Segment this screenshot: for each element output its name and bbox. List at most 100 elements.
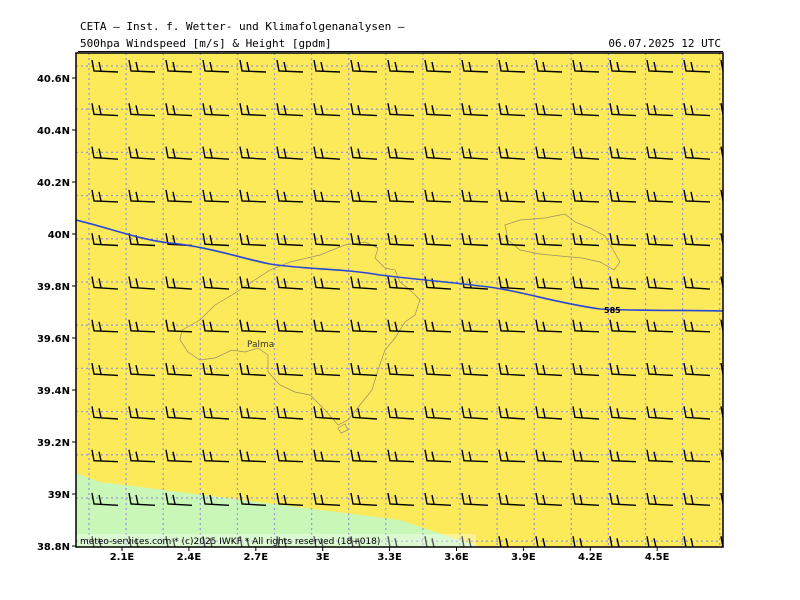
wind-barb: [424, 189, 452, 203]
y-tick-label: 39N: [48, 490, 70, 501]
wind-barb: [202, 103, 230, 117]
wind-barb: [91, 362, 119, 377]
wind-barb: [165, 59, 193, 73]
wind-barb: [535, 319, 563, 333]
wind-barb: [609, 319, 637, 333]
y-tick-label: 39.8N: [37, 282, 70, 293]
wind-barb: [572, 362, 600, 377]
wind-barb: [498, 59, 526, 73]
wind-barb: [313, 103, 341, 117]
wind-barb: [128, 189, 156, 203]
wind-barb: [535, 492, 563, 506]
wind-barb: [572, 406, 600, 420]
wind-barb: [646, 362, 674, 377]
wind-barb: [461, 59, 489, 73]
wind-barb: [646, 146, 674, 160]
wind-barb: [276, 319, 304, 333]
wind-barb: [128, 406, 156, 420]
wind-barb: [165, 362, 193, 377]
wind-barb: [91, 233, 119, 247]
wind-barb: [572, 319, 600, 333]
wind-barb: [683, 536, 694, 547]
wind-barb: [128, 276, 156, 290]
wind-barb: [683, 189, 711, 203]
wind-barb: [498, 492, 526, 506]
wind-barb: [609, 146, 637, 160]
wind-barb: [720, 449, 723, 462]
wind-barb: [572, 233, 600, 247]
wind-barb: [535, 406, 563, 420]
wind-barb: [128, 59, 156, 73]
wind-barb: [276, 59, 304, 73]
x-tick-label: 2.1E: [110, 552, 135, 563]
wind-barb: [387, 189, 415, 203]
wind-barb: [461, 103, 489, 117]
wind-barb: [276, 233, 304, 247]
wind-barb: [646, 189, 674, 203]
wind-barb: [202, 233, 230, 247]
wind-barb: [128, 362, 156, 377]
wind-barb: [202, 492, 230, 506]
wind-barb: [720, 233, 723, 245]
wind-barb: [424, 146, 452, 160]
x-tick-label: 2.7E: [244, 552, 269, 563]
wind-barb: [646, 276, 674, 290]
wind-barb: [239, 103, 267, 117]
wind-barb: [350, 103, 378, 117]
map-axes: 2.1E 2.4E 2.7E 3E 3.3E 3.6E 3.9E 4.2E 4.5E 40.6N 4…: [37, 74, 670, 563]
contour-label: 585: [604, 306, 621, 315]
y-tick-label: 38.8N: [37, 542, 70, 553]
lat-lon-grid: [76, 53, 723, 547]
wind-barb: [128, 319, 156, 333]
wind-barb: [350, 233, 378, 247]
wind-barb: [461, 233, 489, 247]
wind-barb: [683, 449, 711, 463]
place-label-palma: Palma: [247, 340, 274, 350]
wind-barb: [313, 189, 341, 203]
wind-barb: [424, 449, 452, 463]
wind-barb: [609, 362, 637, 377]
wind-barb: [720, 406, 723, 419]
y-tick-label: 40.2N: [37, 178, 70, 189]
wind-barb: [720, 536, 723, 547]
wind-barb: [424, 536, 435, 547]
wind-barb: [683, 319, 711, 333]
wind-barb: [609, 233, 637, 247]
wind-barb: [461, 276, 489, 290]
wind-barb: [720, 276, 723, 289]
wind-barb: [387, 276, 415, 290]
wind-barb: [646, 449, 674, 463]
wind-barb: [461, 146, 489, 160]
wind-barb: [91, 189, 119, 203]
wind-barb: [683, 59, 711, 73]
wind-barb: [461, 536, 472, 547]
wind-barb: [683, 362, 711, 377]
wind-barb: [313, 449, 341, 463]
wind-barb: [202, 276, 230, 290]
wind-barb: [646, 406, 674, 420]
wind-barb: [572, 492, 600, 506]
wind-barb: [498, 146, 526, 160]
wind-barb: [498, 276, 526, 290]
x-tick-label: 3.6E: [444, 552, 469, 563]
wind-barb: [424, 59, 452, 73]
wind-barb: [646, 536, 657, 547]
wind-barb: [202, 406, 230, 420]
x-tick-label: 2.4E: [177, 552, 202, 563]
x-tick-label: 4.2E: [578, 552, 603, 563]
wind-barb: [239, 492, 267, 506]
wind-barb: [276, 449, 304, 463]
y-tick-label: 39.2N: [37, 438, 70, 449]
wind-barb: [202, 146, 230, 160]
x-tick-label: 3E: [316, 552, 330, 563]
wind-barb: [424, 406, 452, 420]
wind-barb: [128, 449, 156, 463]
map-frame: [75, 52, 724, 548]
y-tick-label: 40.4N: [37, 126, 70, 137]
wind-barb: [683, 103, 711, 117]
wind-barb: [387, 319, 415, 333]
chart-product-header: 500hpa Windspeed [m/s] & Height [gpdm] 0…: [78, 37, 723, 52]
wind-barb: [128, 103, 156, 117]
wind-barb: [202, 536, 213, 547]
